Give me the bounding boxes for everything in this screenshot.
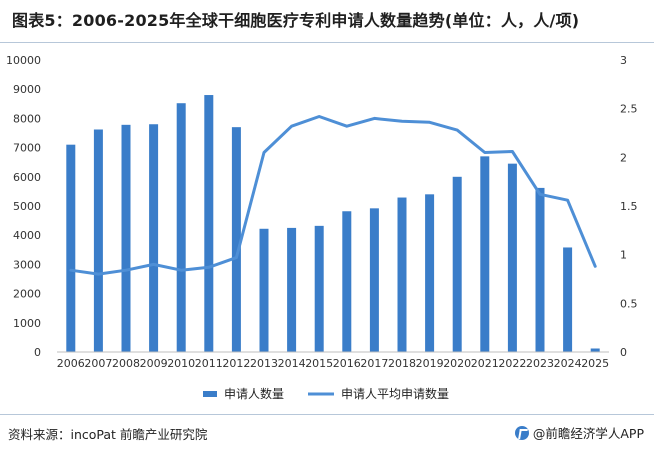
left-tick-label: 5000 <box>13 200 41 213</box>
bar-2014 <box>287 227 297 352</box>
bar-2010 <box>176 103 186 352</box>
x-tick-label: 2012 <box>222 357 250 370</box>
brand-text: @前瞻经济学人APP <box>532 426 644 441</box>
chart-title: 图表5：2006-2025年全球干细胞医疗专利申请人数量趋势(单位：人，人/项) <box>12 11 580 30</box>
bar-2015 <box>314 225 324 352</box>
x-tick-label: 2017 <box>360 357 388 370</box>
x-tick-label: 2023 <box>526 357 554 370</box>
left-tick-label: 1000 <box>13 317 41 330</box>
x-tick-label: 2019 <box>416 357 444 370</box>
x-tick-label: 2025 <box>581 357 609 370</box>
bar-2009 <box>149 124 159 353</box>
legend-bar-label: 申请人数量 <box>224 386 284 401</box>
bar-2018 <box>397 197 407 352</box>
x-tick-label: 2015 <box>305 357 333 370</box>
bar-2012 <box>231 127 241 352</box>
line-series <box>69 115 597 276</box>
x-tick-label: 2022 <box>498 357 526 370</box>
bar-2023 <box>535 187 545 352</box>
legend: 申请人数量 申请人平均申请数量 <box>203 386 449 401</box>
x-tick-label: 2016 <box>333 357 361 370</box>
x-tick-label: 2024 <box>554 357 582 370</box>
bar-2008 <box>121 124 131 352</box>
bar-2021 <box>480 156 490 352</box>
right-tick-label: 0 <box>620 346 627 359</box>
x-tick-label: 2006 <box>57 357 85 370</box>
left-tick-label: 8000 <box>13 112 41 125</box>
brand-credit: @前瞻经济学人APP <box>514 423 644 442</box>
left-tick-label: 4000 <box>13 229 41 242</box>
left-tick-label: 3000 <box>13 258 41 271</box>
left-axis: 0 1000 2000 3000 4000 5000 6000 7000 8000 9000 100… <box>6 54 41 359</box>
footer-divider <box>0 414 654 415</box>
legend-line-label: 申请人平均申请数量 <box>341 386 449 401</box>
brand-logo-icon <box>514 425 529 440</box>
bar-2019 <box>425 194 435 352</box>
x-tick-label: 2014 <box>278 357 306 370</box>
bar-2022 <box>507 163 517 352</box>
x-tick-label: 2008 <box>112 357 140 370</box>
left-tick-label: 7000 <box>13 142 41 155</box>
bar-series <box>66 95 600 353</box>
x-tick-label: 2021 <box>471 357 499 370</box>
bar-2024 <box>563 247 573 352</box>
legend-bar-swatch <box>203 391 217 397</box>
bar-2011 <box>204 95 214 352</box>
x-tick-label: 2018 <box>388 357 416 370</box>
bar-2020 <box>452 176 462 352</box>
right-tick-label: 2 <box>620 151 627 164</box>
right-tick-label: 1 <box>620 249 627 262</box>
x-axis: 2006 2007 2008 2009 2010 2011 2012 2013 2014 2015… <box>57 357 609 370</box>
right-tick-label: 2.5 <box>620 103 638 116</box>
x-tick-label: 2011 <box>195 357 223 370</box>
right-axis: 0 0.5 1 1.5 2 2.5 3 <box>620 54 638 359</box>
bar-2006 <box>66 144 76 352</box>
chart-area: 0100020003000400050006000700080009000100… <box>6 54 638 401</box>
right-tick-label: 1.5 <box>620 200 638 213</box>
x-tick-label: 2007 <box>84 357 112 370</box>
bar-2017 <box>369 208 379 352</box>
left-tick-label: 0 <box>34 346 41 359</box>
right-tick-label: 0.5 <box>620 297 638 310</box>
title-divider <box>0 42 654 43</box>
left-tick-label: 9000 <box>13 83 41 96</box>
x-tick-label: 2009 <box>140 357 168 370</box>
source-note: 资料来源：incoPat 前瞻产业研究院 <box>8 427 208 442</box>
left-tick-label: 2000 <box>13 288 41 301</box>
bar-2013 <box>259 228 269 352</box>
left-tick-label: 10000 <box>6 54 41 67</box>
left-tick-label: 6000 <box>13 171 41 184</box>
bar-2016 <box>342 211 352 352</box>
x-tick-label: 2013 <box>250 357 278 370</box>
x-tick-label: 2010 <box>167 357 195 370</box>
right-tick-label: 3 <box>620 54 627 67</box>
x-tick-label: 2020 <box>443 357 471 370</box>
bar-2025 <box>590 348 600 352</box>
bar-2007 <box>93 129 103 352</box>
